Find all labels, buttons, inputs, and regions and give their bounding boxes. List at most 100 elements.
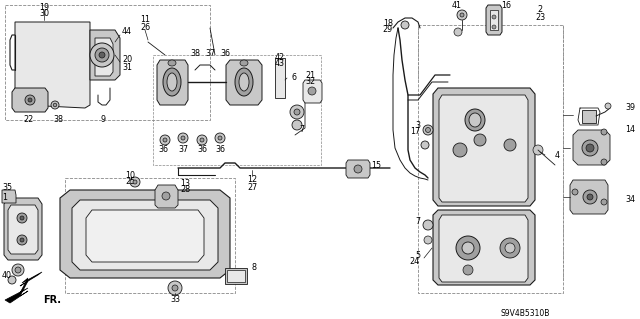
Polygon shape (5, 272, 42, 303)
Ellipse shape (163, 68, 181, 96)
Circle shape (601, 199, 607, 205)
Circle shape (492, 25, 496, 29)
Circle shape (462, 242, 474, 254)
Circle shape (308, 87, 316, 95)
Text: 25: 25 (125, 177, 135, 187)
Polygon shape (573, 130, 610, 165)
Bar (225, 268, 247, 284)
Circle shape (294, 109, 300, 115)
Circle shape (99, 52, 105, 58)
Text: 8: 8 (252, 263, 257, 272)
Text: 34: 34 (625, 196, 635, 204)
Text: 44: 44 (122, 27, 132, 36)
Circle shape (197, 135, 207, 145)
Polygon shape (570, 180, 608, 214)
Text: 7: 7 (415, 218, 420, 226)
Circle shape (25, 95, 35, 105)
Text: 32: 32 (305, 78, 315, 86)
Circle shape (586, 144, 594, 152)
Polygon shape (4, 198, 42, 260)
Text: 29: 29 (383, 26, 393, 34)
Polygon shape (15, 22, 90, 108)
Ellipse shape (240, 60, 248, 66)
Circle shape (133, 180, 137, 184)
Text: 13: 13 (180, 179, 190, 188)
Circle shape (421, 141, 429, 149)
Circle shape (160, 135, 170, 145)
Circle shape (53, 103, 57, 107)
Text: 17: 17 (410, 128, 420, 137)
Bar (275, 58, 285, 98)
Bar (582, 110, 596, 123)
Bar (65, 178, 235, 293)
Circle shape (162, 192, 170, 200)
Text: 30: 30 (39, 9, 49, 18)
Text: 11: 11 (140, 16, 150, 25)
Polygon shape (95, 38, 113, 76)
Polygon shape (439, 95, 528, 202)
Bar (227, 270, 245, 282)
Circle shape (426, 128, 431, 132)
Ellipse shape (239, 73, 249, 91)
Circle shape (12, 264, 24, 276)
Circle shape (15, 267, 21, 273)
Text: 39: 39 (625, 103, 635, 113)
Polygon shape (12, 88, 48, 112)
Circle shape (454, 28, 462, 36)
Polygon shape (8, 205, 38, 254)
Circle shape (504, 139, 516, 151)
Text: S9V4B5310B: S9V4B5310B (500, 309, 550, 318)
Circle shape (423, 125, 433, 135)
Text: 20: 20 (122, 56, 132, 64)
Text: 12: 12 (247, 175, 257, 184)
Text: 5: 5 (415, 250, 420, 259)
Circle shape (582, 140, 598, 156)
Text: 37: 37 (178, 145, 188, 154)
Circle shape (200, 138, 204, 142)
Text: 26: 26 (140, 23, 150, 32)
Circle shape (215, 133, 225, 143)
Polygon shape (433, 210, 535, 285)
Text: 41: 41 (452, 1, 462, 10)
Text: 21: 21 (305, 70, 315, 79)
Circle shape (401, 21, 409, 29)
Polygon shape (433, 88, 535, 206)
Ellipse shape (469, 113, 481, 127)
Circle shape (90, 43, 114, 67)
Text: 1: 1 (2, 194, 7, 203)
Polygon shape (2, 190, 16, 203)
Polygon shape (90, 30, 120, 80)
Polygon shape (60, 190, 230, 278)
Circle shape (163, 138, 167, 142)
Ellipse shape (465, 109, 485, 131)
Ellipse shape (168, 60, 176, 66)
Circle shape (28, 98, 32, 102)
Circle shape (533, 145, 543, 155)
Text: 19: 19 (39, 3, 49, 11)
Text: 24: 24 (410, 257, 420, 266)
Circle shape (130, 177, 140, 187)
Circle shape (181, 136, 185, 140)
Text: 38: 38 (190, 48, 200, 57)
Circle shape (587, 194, 593, 200)
Text: 6: 6 (291, 73, 296, 83)
Text: 10: 10 (125, 170, 135, 180)
Circle shape (168, 281, 182, 295)
Polygon shape (346, 160, 370, 178)
Circle shape (292, 120, 302, 130)
Circle shape (17, 213, 27, 223)
Polygon shape (439, 215, 528, 282)
Circle shape (290, 105, 304, 119)
Text: 31: 31 (122, 63, 132, 71)
Circle shape (457, 10, 467, 20)
Circle shape (605, 103, 611, 109)
Text: 3: 3 (415, 121, 420, 130)
Circle shape (17, 235, 27, 245)
Circle shape (583, 190, 597, 204)
Text: 7: 7 (300, 125, 305, 135)
Polygon shape (157, 60, 188, 105)
Circle shape (572, 189, 578, 195)
Circle shape (218, 136, 222, 140)
Polygon shape (72, 200, 218, 270)
Circle shape (456, 236, 480, 260)
